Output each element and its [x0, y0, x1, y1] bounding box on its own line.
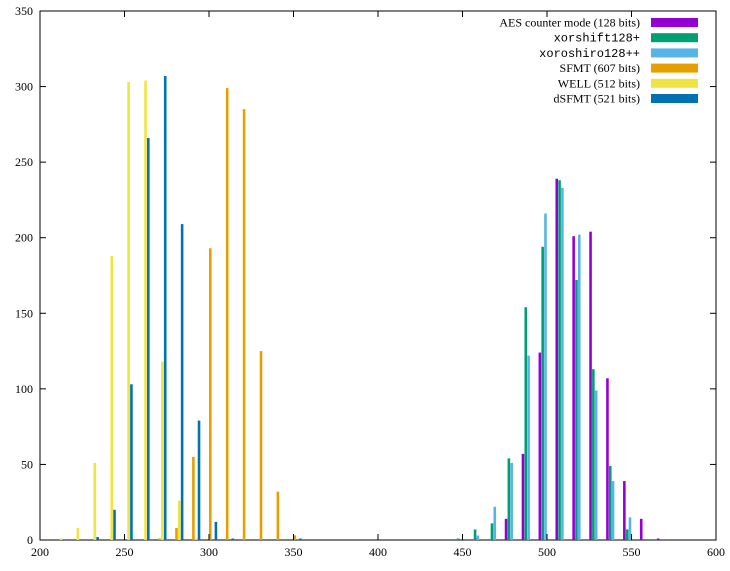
- bar: [456, 538, 460, 540]
- bar: [59, 538, 63, 540]
- bar: [611, 481, 615, 540]
- bar: [589, 231, 592, 541]
- x-tick-label: 400: [369, 545, 387, 559]
- x-tick-label: 300: [200, 545, 218, 559]
- bar: [507, 458, 511, 540]
- x-tick-label: 600: [707, 545, 725, 559]
- x-tick-label: 450: [454, 545, 472, 559]
- bar: [504, 518, 508, 540]
- bar: [577, 234, 581, 540]
- bar: [606, 378, 609, 540]
- bar: [158, 538, 161, 540]
- legend-swatch: [651, 33, 698, 43]
- bar: [639, 518, 643, 540]
- y-tick-label: 100: [15, 382, 33, 396]
- x-tick-label: 350: [285, 545, 303, 559]
- bar: [197, 420, 201, 540]
- bar: [476, 535, 480, 540]
- bar: [561, 187, 564, 540]
- bar: [510, 462, 513, 540]
- bar: [163, 75, 167, 541]
- bar: [625, 529, 629, 540]
- bar: [130, 384, 133, 540]
- bar: [110, 255, 114, 540]
- legend-swatch: [651, 94, 698, 103]
- bar: [558, 180, 561, 540]
- legend-swatch: [651, 18, 698, 27]
- bar: [76, 527, 80, 540]
- bar: [608, 465, 612, 540]
- bar: [490, 523, 494, 540]
- legend-swatch: [651, 63, 698, 73]
- bar: [178, 500, 181, 540]
- bar: [575, 280, 578, 540]
- bar: [572, 236, 575, 540]
- bar: [521, 453, 525, 540]
- bar: [527, 355, 530, 540]
- bar: [592, 369, 595, 540]
- bar: [293, 535, 297, 540]
- bar: [192, 456, 195, 540]
- bar: [180, 224, 184, 541]
- bar: [161, 361, 164, 540]
- legend-label: SFMT (607 bits): [560, 61, 640, 75]
- legend-label: WELL (512 bits): [558, 76, 640, 90]
- legend-label: xorshift128+: [554, 32, 640, 46]
- bars-group: [59, 75, 660, 541]
- bar: [524, 307, 528, 540]
- bar: [544, 213, 547, 540]
- bar: [623, 481, 626, 540]
- bar: [259, 351, 263, 540]
- x-tick-label: 200: [31, 545, 49, 559]
- bar: [541, 246, 544, 540]
- x-tick-label: 500: [538, 545, 556, 559]
- bar: [93, 462, 97, 540]
- bar: [538, 352, 542, 540]
- y-tick-label: 150: [15, 306, 33, 320]
- x-tick-label: 250: [116, 545, 134, 559]
- y-tick-label: 300: [15, 80, 33, 94]
- bar: [225, 88, 229, 540]
- x-axis: 200 250 300 350 400 450 500 550 600: [31, 11, 725, 559]
- bar: [473, 529, 477, 540]
- bar: [555, 178, 559, 540]
- legend-label: dSFMT (521 bits): [554, 92, 640, 106]
- bar: [127, 82, 130, 540]
- y-tick-label: 0: [27, 533, 33, 547]
- legend-swatch: [651, 78, 698, 88]
- plot-frame: [39, 10, 717, 541]
- bar: [113, 509, 116, 540]
- bar: [493, 506, 497, 540]
- y-tick-label: 250: [15, 155, 33, 169]
- y-tick-label: 50: [21, 457, 33, 471]
- bar: [144, 80, 147, 540]
- bar: [276, 491, 280, 540]
- legend-label: AES counter mode (128 bits): [499, 16, 640, 30]
- bar: [628, 517, 632, 540]
- bar: [209, 248, 212, 541]
- bar: [175, 527, 178, 540]
- bar: [214, 521, 218, 540]
- bar: [231, 538, 235, 540]
- bar: [147, 137, 150, 540]
- bar: [194, 538, 198, 540]
- bar: [242, 109, 246, 541]
- legend-label: xoroshiro128++: [539, 47, 640, 61]
- y-tick-label: 200: [15, 231, 33, 245]
- legend-swatch: [651, 48, 698, 58]
- bar: [96, 536, 99, 540]
- legend: AES counter mode (128 bits) xorshift128+x…: [499, 16, 698, 106]
- bar: [299, 538, 302, 540]
- y-axis: 0 50 100 150 200 250 300 350: [15, 4, 716, 547]
- bar: [656, 538, 660, 540]
- bar: [594, 390, 598, 540]
- y-tick-label: 350: [15, 4, 33, 18]
- x-tick-label: 550: [623, 545, 641, 559]
